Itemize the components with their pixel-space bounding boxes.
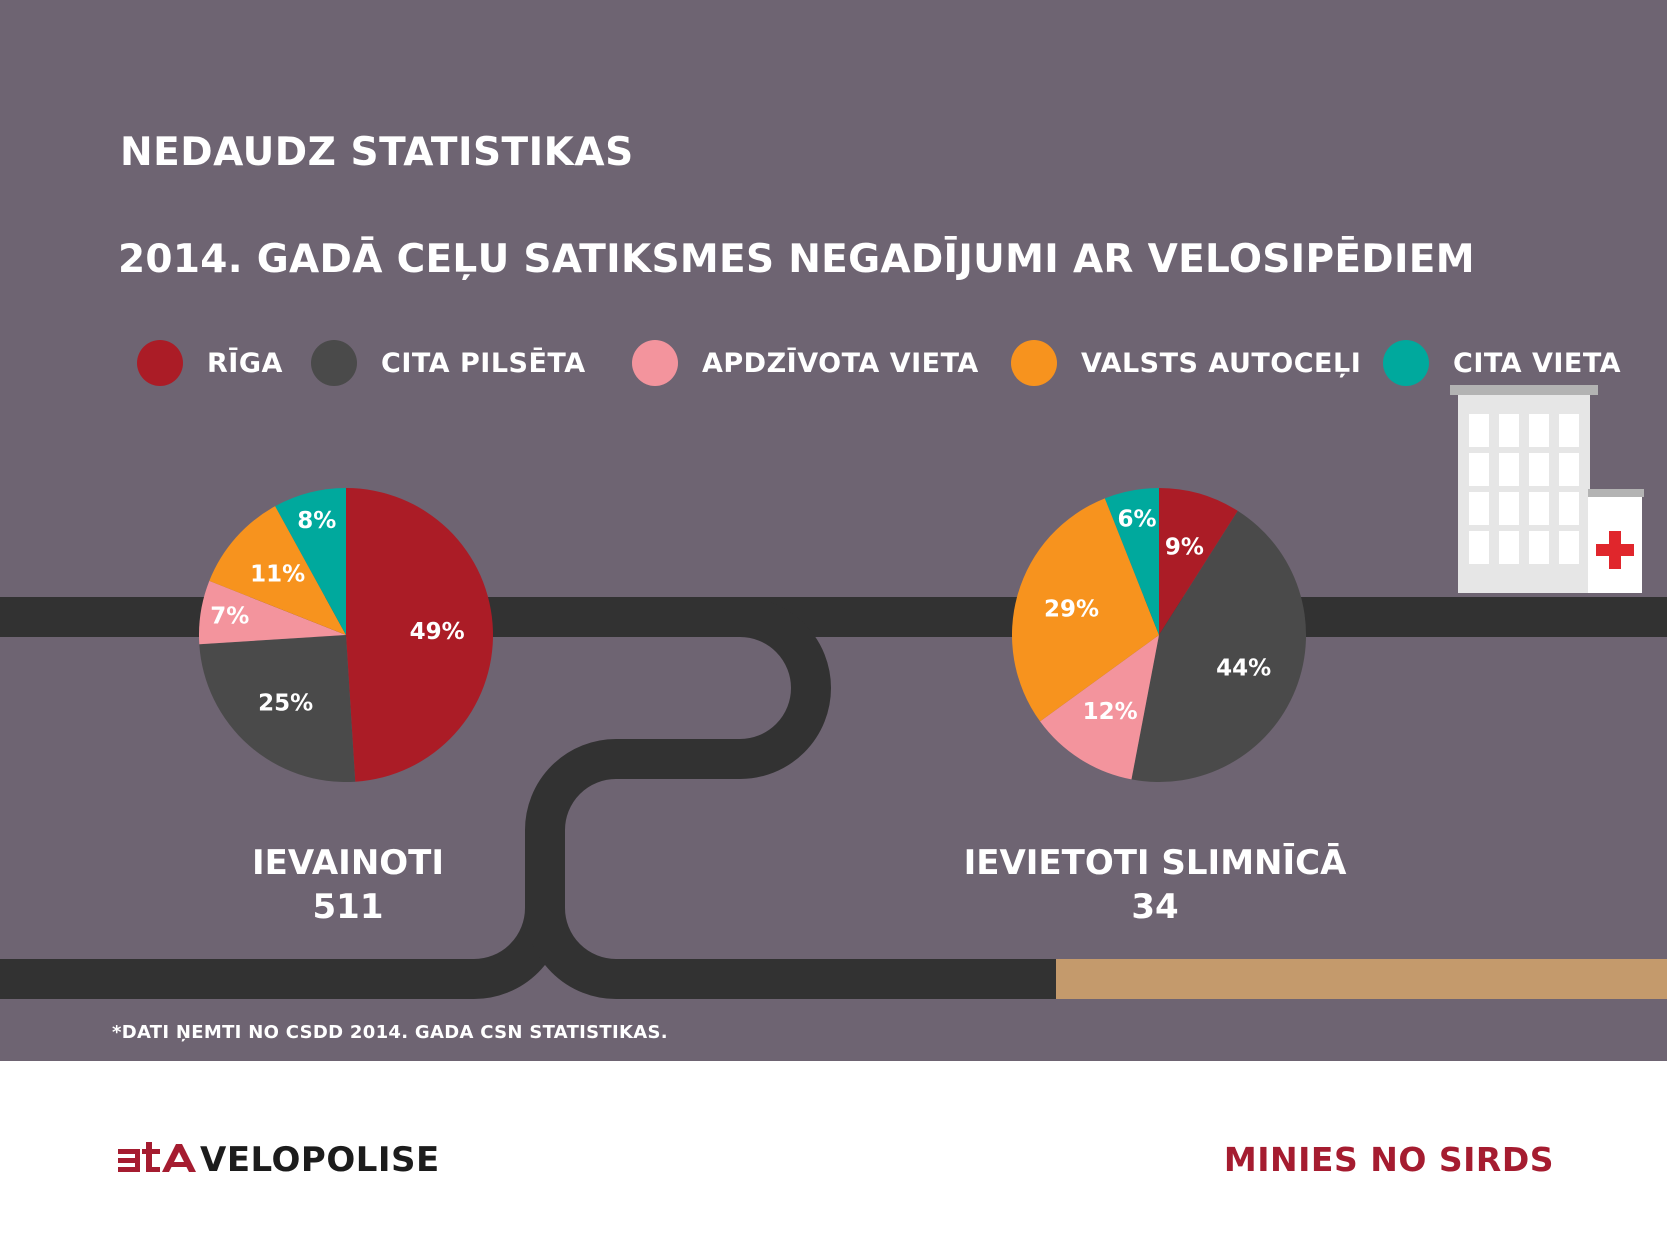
legend-swatch bbox=[1383, 340, 1429, 386]
pie-caption-total: 34 bbox=[1131, 887, 1179, 927]
pie-data-label: 12% bbox=[1083, 699, 1138, 725]
pie-chart-hospitalized: 9% 44% 12% 29% 6% bbox=[1011, 488, 1307, 783]
pie-data-label: 9% bbox=[1165, 535, 1204, 561]
hospital-window bbox=[1559, 414, 1579, 447]
pie-data-label: 11% bbox=[250, 562, 305, 588]
page-subtitle: 2014. GADĀ CEĻU SATIKSMES NEGADĪJUMI AR … bbox=[118, 237, 1475, 282]
pie-data-label: 7% bbox=[210, 604, 249, 630]
pie-chart-injured: 49% 25% 7%11% 8% bbox=[198, 488, 494, 783]
slogan: MINIES NO SIRDS bbox=[1223, 1140, 1554, 1179]
pie-slice-riga bbox=[346, 488, 494, 782]
pie-slice-apdzivota-vieta bbox=[198, 580, 346, 645]
pie-slice-valsts-autoceli bbox=[1011, 498, 1159, 722]
legend-swatch bbox=[137, 340, 183, 386]
pie-slice-cita-vieta bbox=[275, 488, 346, 635]
hospital-roof bbox=[1450, 385, 1598, 395]
pie-data-label: 49% bbox=[410, 619, 465, 645]
hospital-window bbox=[1499, 492, 1519, 525]
legend-swatch bbox=[311, 340, 357, 386]
legend-item-cita-pilseta: CITA PILSĒTA bbox=[311, 340, 586, 386]
road-branch bbox=[525, 907, 1056, 999]
legend-label: CITA PILSĒTA bbox=[381, 347, 586, 379]
pie-slice-cita-pilseta bbox=[199, 635, 356, 783]
pie-caption-hospitalized: IEVIETOTI SLIMNĪCĀ 34 bbox=[945, 841, 1365, 929]
legend-label: RĪGA bbox=[207, 347, 283, 379]
pie-slice-cita-pilseta bbox=[1131, 510, 1307, 783]
hospital-window bbox=[1469, 414, 1489, 447]
hospital-window bbox=[1529, 414, 1549, 447]
red-cross-horizontal bbox=[1596, 544, 1634, 556]
hospital-window bbox=[1499, 453, 1519, 486]
pie-slice-riga bbox=[1159, 488, 1238, 635]
hospital-window bbox=[1469, 492, 1489, 525]
pie-slice-valsts-autoceli bbox=[209, 506, 346, 635]
hospital-window bbox=[1499, 531, 1519, 564]
pie-slice-cita-vieta bbox=[1104, 488, 1159, 635]
hospital-window bbox=[1469, 453, 1489, 486]
pie-slice-apdzivota-vieta bbox=[1040, 635, 1159, 780]
road-finish-segment bbox=[1056, 959, 1667, 999]
legend-swatch bbox=[632, 340, 678, 386]
pie-data-label: 29% bbox=[1044, 597, 1099, 623]
legend-item-apdzivota-vieta: APDZĪVOTA VIETA bbox=[632, 340, 979, 386]
bta-logo-mark bbox=[118, 1142, 196, 1172]
legend-item-valsts-autoceli: VALSTS AUTOCEĻI bbox=[1011, 340, 1361, 386]
pie-data-label: 25% bbox=[258, 690, 313, 716]
legend-label: VALSTS AUTOCEĻI bbox=[1081, 347, 1362, 379]
hospital-wing-roof bbox=[1588, 489, 1644, 497]
hospital-windows bbox=[1469, 414, 1579, 564]
brand-name: VELOPOLISE bbox=[200, 1140, 440, 1180]
hospital-window bbox=[1559, 531, 1579, 564]
pie-caption-title: IEVAINOTI bbox=[251, 843, 445, 883]
hospital-window bbox=[1529, 492, 1549, 525]
legend-label: APDZĪVOTA VIETA bbox=[702, 347, 979, 379]
pie-caption-injured: IEVAINOTI 511 bbox=[138, 841, 558, 929]
page-title: NEDAUDZ STATISTIKAS bbox=[120, 130, 634, 175]
bta-logo bbox=[118, 1142, 196, 1172]
pie-caption-total: 511 bbox=[312, 887, 384, 927]
hospital-window bbox=[1559, 453, 1579, 486]
hospital-window bbox=[1559, 492, 1579, 525]
infographic-panel: 49% 25% 7%11% 8% 9% 44% 12% 29% 6% bbox=[0, 0, 1667, 1061]
legend-swatch bbox=[1011, 340, 1057, 386]
pie-caption-title: IEVIETOTI SLIMNĪCĀ bbox=[963, 843, 1347, 883]
hospital-window bbox=[1529, 453, 1549, 486]
legend-item-riga: RĪGA bbox=[137, 340, 283, 386]
hospital-window bbox=[1529, 531, 1549, 564]
pie-data-label: 6% bbox=[1117, 507, 1156, 533]
hospital-window bbox=[1499, 414, 1519, 447]
legend-item-cita-vieta: CITA VIETA bbox=[1383, 340, 1621, 386]
hospital-icon bbox=[1450, 385, 1644, 593]
pie-data-label: 44% bbox=[1216, 656, 1271, 682]
legend-label: CITA VIETA bbox=[1453, 347, 1622, 379]
hospital-window bbox=[1469, 531, 1489, 564]
pie-data-label: 8% bbox=[297, 508, 336, 534]
footnote: *DATI ŅEMTI NO CSDD 2014. GADA CSN STATI… bbox=[112, 1022, 668, 1043]
